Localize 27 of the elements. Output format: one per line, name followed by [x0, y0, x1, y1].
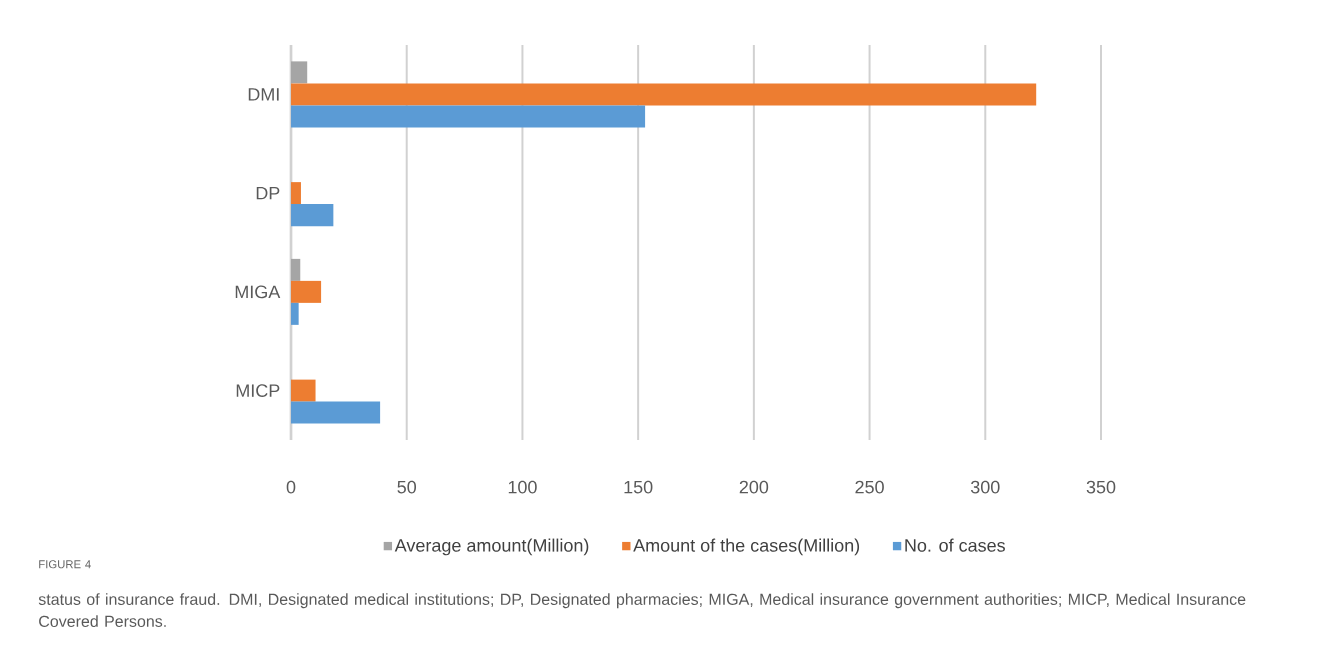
caption: FIGURE 4 [39, 560, 91, 569]
y-tick-label: DP [256, 186, 280, 200]
bar [291, 379, 316, 402]
x-tick-label: 200 [739, 480, 769, 494]
bar [291, 105, 646, 128]
y-tick-label: DMI [248, 88, 279, 101]
x-tick-label: 100 [508, 480, 537, 494]
x-tick-label: 150 [624, 480, 653, 494]
legend-label: Average amount(Million) [394, 538, 589, 556]
bar [291, 204, 334, 227]
x-tick-label: 0 [286, 480, 296, 494]
x-tick-label: 300 [970, 480, 1000, 494]
x-tick-label: 50 [397, 480, 417, 494]
y-tick-label: MIGA [235, 285, 281, 299]
x-tick-label: 350 [1086, 480, 1116, 494]
bar [291, 258, 301, 281]
bar [291, 401, 381, 424]
y-tick-label: MICP [236, 384, 280, 397]
legend-label: No. of cases [905, 538, 1005, 552]
legend-label: Amount of the cases(Million) [633, 538, 860, 556]
bar [291, 182, 301, 205]
bar [291, 280, 322, 303]
x-tick-label: 250 [855, 480, 884, 494]
bar [291, 61, 308, 84]
text: status of insurance fraud. DMI, Designated medical institutions; DP, Designated pharmacies; MIGA, Medical insurance government authorities; MICP, Medical Insurance Covered Persons. [38, 593, 1246, 627]
bar [291, 302, 299, 325]
bar [291, 83, 1037, 106]
